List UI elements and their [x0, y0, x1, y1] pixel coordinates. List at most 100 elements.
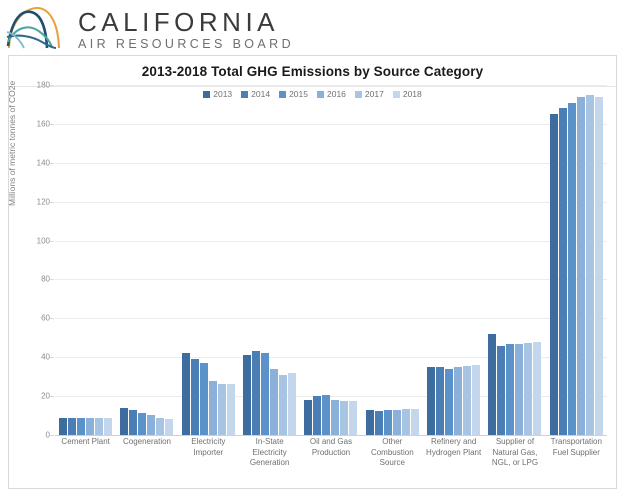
x-axis-category-label: Refinery and Hydrogen Plant — [426, 437, 482, 457]
bar[interactable] — [558, 108, 567, 435]
legend-label-2016: 2016 — [327, 89, 346, 99]
bar[interactable] — [374, 410, 383, 435]
carb-logo-text: CALIFORNIA AIR RESOURCES BOARD — [78, 8, 294, 52]
bar[interactable] — [147, 414, 156, 435]
bar[interactable] — [436, 367, 445, 435]
bar[interactable] — [313, 396, 322, 435]
y-tick-mark-60 — [50, 318, 54, 320]
bar[interactable] — [392, 409, 401, 435]
bar[interactable] — [304, 400, 313, 435]
x-axis-category-label: Oil and Gas Production — [309, 437, 353, 457]
bar[interactable] — [383, 409, 392, 435]
bar[interactable] — [401, 408, 410, 435]
bar[interactable] — [524, 343, 533, 435]
legend-item-2013[interactable]: 2013 — [203, 89, 232, 99]
bar[interactable] — [322, 395, 331, 435]
bar[interactable] — [270, 368, 279, 435]
gridline-140 — [55, 162, 607, 164]
legend-swatch-2017 — [354, 90, 362, 98]
bar[interactable] — [445, 369, 454, 435]
bar[interactable] — [129, 410, 138, 435]
bar[interactable] — [349, 400, 358, 435]
legend-swatch-2018 — [392, 90, 400, 98]
x-axis-category-label: Cogeneration — [122, 437, 172, 446]
carb-header: CALIFORNIA AIR RESOURCES BOARD — [0, 0, 625, 55]
x-axis-category-label: In-State Electricity Generation — [249, 437, 290, 467]
bar[interactable] — [68, 417, 77, 435]
bar[interactable] — [463, 366, 472, 435]
bar-group: Cement Plant — [55, 85, 116, 446]
legend-label-2018: 2018 — [402, 89, 422, 99]
y-tick-mark-80 — [50, 279, 54, 281]
bar[interactable] — [208, 380, 217, 435]
y-tick-label-120: 120 — [36, 197, 50, 207]
bar[interactable] — [243, 355, 252, 435]
chart-card: 2013-2018 Total GHG Emissions by Source … — [7, 55, 617, 489]
bar-group: Supplier of Natural Gas, NGL, or LPG — [484, 85, 545, 467]
y-tick-label-20: 20 — [41, 391, 50, 401]
y-tick-mark-120 — [50, 201, 54, 203]
legend-item-2016[interactable]: 2016 — [317, 89, 346, 99]
bar[interactable] — [279, 374, 288, 435]
legend-label-2017: 2017 — [364, 89, 384, 99]
bar[interactable] — [181, 353, 190, 435]
y-tick-mark-40 — [50, 357, 54, 359]
legend-item-2018[interactable]: 2018 — [392, 89, 422, 99]
bar-group: Electricity Importer — [178, 85, 239, 457]
y-tick-label-140: 140 — [36, 158, 50, 168]
legend-item-2015[interactable]: 2015 — [279, 89, 308, 99]
y-tick-mark-100 — [50, 240, 54, 242]
gridline-180 — [55, 85, 607, 86]
bar[interactable] — [288, 372, 297, 435]
bar[interactable] — [226, 384, 235, 435]
bar[interactable] — [427, 367, 436, 435]
bar[interactable] — [95, 417, 104, 435]
bar[interactable] — [549, 114, 558, 435]
bar[interactable] — [585, 94, 594, 435]
bar[interactable] — [567, 102, 576, 435]
legend-item-2017[interactable]: 2017 — [354, 89, 384, 99]
x-axis-category-label: Cement Plant — [61, 437, 110, 446]
bar[interactable] — [410, 408, 419, 435]
bar[interactable] — [104, 417, 113, 435]
bar[interactable] — [472, 365, 481, 435]
bar[interactable] — [138, 412, 147, 435]
bar[interactable] — [165, 419, 174, 435]
carb-logo-arcs-icon — [6, 4, 76, 50]
x-axis-category-label: Electricity Importer — [191, 437, 226, 457]
legend-item-2014[interactable]: 2014 — [241, 89, 270, 99]
bar[interactable] — [454, 367, 463, 435]
bar[interactable] — [497, 345, 506, 435]
bar[interactable] — [190, 359, 199, 435]
bar[interactable] — [199, 363, 208, 435]
bar[interactable] — [86, 417, 95, 435]
bar[interactable] — [515, 344, 524, 435]
bar[interactable] — [120, 407, 129, 435]
bar[interactable] — [331, 400, 340, 435]
bar[interactable] — [217, 384, 226, 435]
bar[interactable] — [506, 344, 515, 435]
bar-groups: Cement Plant Cogeneration Electricity Impo… — [55, 85, 607, 467]
y-tick-mark-180 — [50, 85, 54, 86]
bar[interactable] — [594, 96, 603, 435]
bar[interactable] — [365, 409, 374, 435]
bar[interactable] — [77, 417, 86, 435]
gridline-60 — [55, 318, 607, 320]
logo-subtitle-air-resources-board: AIR RESOURCES BOARD — [78, 37, 295, 51]
bar[interactable] — [261, 352, 270, 435]
bar[interactable] — [488, 333, 497, 435]
bar[interactable] — [156, 417, 165, 435]
bar[interactable] — [533, 342, 542, 435]
legend-swatch-2016 — [317, 90, 324, 98]
y-tick-label-40: 40 — [41, 352, 50, 362]
bar[interactable] — [252, 351, 261, 435]
bar[interactable] — [576, 96, 585, 435]
bar[interactable] — [340, 400, 349, 435]
bar-group: Other Combustion Source — [362, 85, 423, 467]
x-axis-category-label: Transportation Fuel Supplier — [550, 437, 602, 457]
y-tick-label-160: 160 — [36, 119, 50, 129]
y-tick-label-60: 60 — [41, 313, 50, 323]
gridline-20 — [55, 396, 607, 398]
bar[interactable] — [59, 418, 68, 435]
